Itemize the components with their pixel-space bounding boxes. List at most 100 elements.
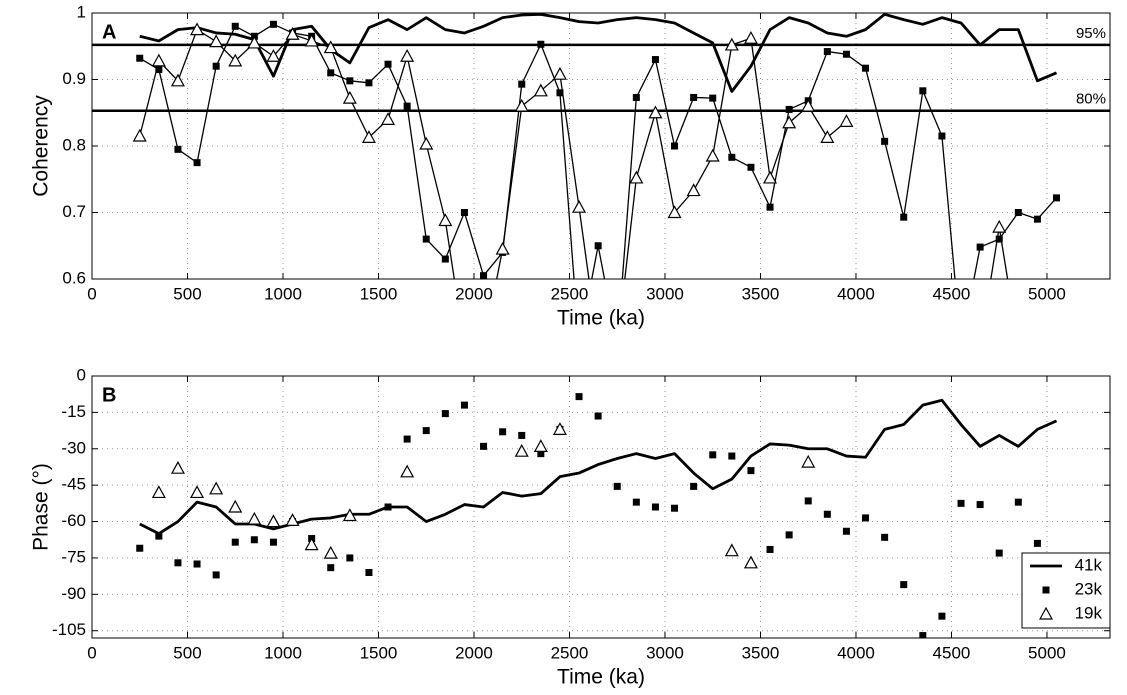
marker-square bbox=[346, 554, 354, 562]
marker-triangle bbox=[285, 513, 300, 526]
x-axis-label: Time (ka) bbox=[557, 307, 645, 330]
marker-triangle bbox=[495, 241, 510, 255]
marker-triangle bbox=[974, 340, 986, 351]
marker-square bbox=[785, 531, 793, 539]
marker-square bbox=[460, 209, 468, 216]
marker-triangle bbox=[247, 35, 262, 49]
marker-square bbox=[136, 544, 144, 552]
marker-triangle bbox=[478, 340, 490, 351]
y-tick-label: -15 bbox=[61, 402, 86, 421]
marker-square bbox=[728, 153, 736, 161]
x-tick-label: 500 bbox=[173, 643, 201, 662]
series-line bbox=[139, 398, 1058, 536]
reference-label: 80% bbox=[1076, 91, 1106, 108]
marker-triangle bbox=[170, 460, 185, 474]
marker-square bbox=[212, 62, 220, 70]
marker-square bbox=[231, 22, 239, 30]
x-tick-label: 1000 bbox=[264, 284, 302, 303]
marker-triangle bbox=[572, 199, 587, 213]
x-axis-label: Time (ka) bbox=[557, 666, 645, 689]
marker-square bbox=[576, 342, 583, 349]
marker-square bbox=[671, 504, 679, 512]
marker-square bbox=[594, 412, 602, 420]
marker-triangle bbox=[266, 48, 281, 62]
marker-triangle bbox=[228, 499, 243, 513]
marker-triangle bbox=[514, 443, 529, 457]
marker-square bbox=[480, 272, 488, 279]
marker-triangle bbox=[190, 485, 205, 499]
x-tick-label: 4500 bbox=[933, 643, 971, 662]
marker-square bbox=[862, 64, 870, 72]
marker-triangle bbox=[400, 48, 415, 62]
marker-triangle bbox=[667, 205, 682, 219]
marker-square bbox=[1053, 194, 1061, 202]
x-tick-label: 1500 bbox=[360, 284, 398, 303]
marker-square bbox=[422, 235, 430, 243]
marker-triangle bbox=[1012, 340, 1024, 351]
x-tick-label: 0 bbox=[87, 643, 96, 662]
y-tick-label: -90 bbox=[61, 584, 86, 603]
marker-square bbox=[1014, 498, 1022, 506]
marker-square bbox=[614, 342, 621, 349]
plot-frame bbox=[91, 375, 1111, 639]
marker-square bbox=[766, 545, 774, 553]
panel-label: A bbox=[102, 21, 116, 43]
x-tick-label: 2000 bbox=[455, 643, 493, 662]
plot-area bbox=[136, 393, 1058, 638]
marker-triangle bbox=[285, 27, 300, 40]
marker-square bbox=[327, 564, 335, 572]
marker-square bbox=[136, 54, 144, 62]
marker-square bbox=[900, 581, 908, 589]
marker-square bbox=[651, 503, 659, 511]
y-tick-label: -60 bbox=[61, 511, 86, 530]
marker-triangle bbox=[611, 340, 623, 351]
marker-square bbox=[193, 159, 201, 167]
marker-square bbox=[384, 60, 392, 68]
marker-triangle bbox=[419, 136, 434, 150]
marker-square bbox=[269, 538, 277, 546]
marker-square bbox=[976, 501, 984, 509]
marker-triangle bbox=[514, 98, 529, 112]
marker-triangle bbox=[323, 40, 338, 54]
y-tick-label: 0.7 bbox=[62, 202, 86, 221]
marker-square bbox=[958, 342, 965, 349]
marker-square bbox=[212, 571, 220, 579]
marker-square bbox=[900, 213, 908, 221]
marker-square bbox=[842, 527, 850, 535]
marker-triangle bbox=[820, 130, 835, 143]
marker-square bbox=[155, 532, 163, 540]
marker-triangle bbox=[705, 148, 720, 162]
marker-triangle bbox=[323, 545, 338, 559]
marker-square bbox=[174, 559, 182, 567]
marker-square bbox=[632, 498, 640, 506]
marker-square bbox=[480, 442, 488, 450]
marker-triangle bbox=[552, 66, 567, 80]
x-tick-label: 2500 bbox=[551, 643, 589, 662]
marker-triangle bbox=[743, 555, 758, 569]
y-tick-label: -75 bbox=[61, 547, 86, 566]
marker-square bbox=[709, 94, 717, 102]
x-tick-label: 500 bbox=[173, 284, 201, 303]
y-tick-label: -30 bbox=[61, 438, 86, 457]
marker-square bbox=[1033, 539, 1041, 547]
marker-square bbox=[785, 105, 793, 113]
marker-square bbox=[747, 467, 755, 475]
marker-square bbox=[938, 132, 946, 140]
marker-triangle bbox=[209, 34, 224, 48]
marker-square bbox=[728, 452, 736, 460]
marker-square bbox=[403, 102, 411, 110]
y-tick-label: 1 bbox=[77, 2, 86, 21]
marker-triangle bbox=[801, 454, 816, 468]
marker-square bbox=[690, 93, 698, 101]
marker-triangle bbox=[686, 183, 701, 197]
y-tick-label: -105 bbox=[52, 620, 86, 639]
marker-triangle bbox=[992, 219, 1007, 233]
marker-square bbox=[919, 87, 927, 95]
marker-square bbox=[327, 69, 335, 77]
marker-square bbox=[556, 89, 564, 97]
marker-triangle bbox=[304, 33, 319, 47]
marker-triangle bbox=[304, 537, 319, 551]
marker-square bbox=[1033, 215, 1041, 223]
marker-square bbox=[518, 80, 526, 88]
